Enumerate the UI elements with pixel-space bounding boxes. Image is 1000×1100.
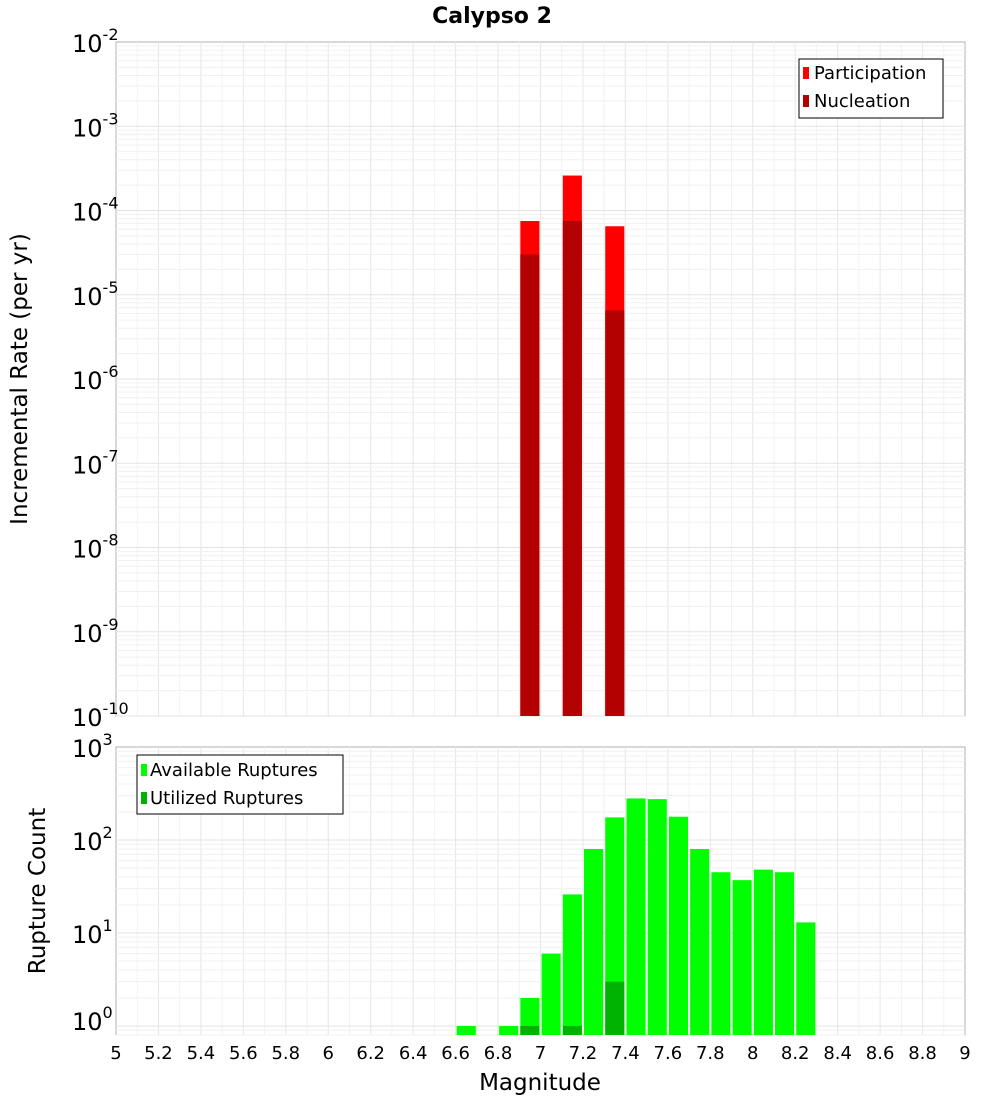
legend-label-nucleation: Nucleation <box>814 91 910 112</box>
available-ruptures-bar <box>584 849 604 1035</box>
x-tick-label: 6.8 <box>484 1043 513 1064</box>
x-tick-label: 8.6 <box>866 1043 895 1064</box>
x-tick-label: 5 <box>110 1043 121 1064</box>
count-y-tick-label: 102 <box>72 823 113 856</box>
x-tick-label: 8.4 <box>823 1043 852 1064</box>
count-panel: 103 102 101 100 5 5.2 5.4 5.6 5.8 6 6.2 6.4 6.6 6.8 7… <box>25 730 971 1096</box>
x-tick-label: 7 <box>535 1043 546 1064</box>
x-tick-label: 5.4 <box>187 1043 216 1064</box>
available-ruptures-bar <box>626 798 646 1035</box>
rate-y-ticks: 10-2 10-3 10-4 10-5 10-6 10-7 10-8 10-9 10-10 <box>72 25 129 732</box>
x-tick-label: 7.6 <box>654 1043 683 1064</box>
available-ruptures-bar <box>499 1025 519 1035</box>
x-tick-label: 6.4 <box>399 1043 428 1064</box>
x-tick-label: 5.8 <box>271 1043 300 1064</box>
legend-swatch-participation <box>803 67 809 79</box>
utilized-ruptures-bar <box>520 1025 540 1035</box>
rate-grid <box>116 42 965 717</box>
legend-swatch-available <box>141 764 147 776</box>
count-bars <box>456 798 816 1035</box>
available-ruptures-bar <box>753 869 773 1035</box>
rate-y-tick-label: 10-6 <box>72 362 119 395</box>
count-y-axis-label: Rupture Count <box>25 808 51 974</box>
nucleation-bar <box>562 221 582 716</box>
x-tick-label: 6 <box>323 1043 334 1064</box>
available-ruptures-bar <box>796 922 816 1035</box>
count-y-tick-label: 103 <box>72 730 113 763</box>
x-tick-label: 7.8 <box>696 1043 725 1064</box>
x-tick-label: 8.8 <box>908 1043 937 1064</box>
available-ruptures-bar <box>668 816 689 1035</box>
x-tick-label: 5.6 <box>229 1043 258 1064</box>
count-grid <box>116 747 965 1036</box>
legend-label-available: Available Ruptures <box>150 760 318 781</box>
rate-legend-box <box>798 58 944 119</box>
rate-bars <box>520 175 625 716</box>
available-ruptures-bar <box>711 872 731 1035</box>
nucleation-bar <box>605 310 625 716</box>
legend-label-utilized: Utilized Ruptures <box>150 788 303 809</box>
rate-y-axis-label: Incremental Rate (per yr) <box>7 233 33 525</box>
x-tick-label: 9 <box>959 1043 970 1064</box>
available-ruptures-bar <box>647 799 667 1035</box>
x-tick-label: 6.6 <box>441 1043 470 1064</box>
rate-y-tick-label: 10-8 <box>72 531 119 564</box>
available-ruptures-bar <box>520 997 540 1035</box>
utilized-ruptures-bar <box>562 1025 582 1035</box>
rate-y-tick-label: 10-7 <box>72 446 119 479</box>
count-y-tick-label: 101 <box>72 916 113 949</box>
x-tick-label: 6.2 <box>356 1043 385 1064</box>
available-ruptures-bar <box>456 1025 476 1035</box>
available-ruptures-bar <box>775 872 795 1035</box>
nucleation-bar <box>520 254 540 716</box>
available-ruptures-bar <box>541 953 561 1035</box>
rate-y-tick-label: 10-3 <box>72 109 119 142</box>
chart-title: Calypso 2 <box>432 4 552 29</box>
x-axis-label: Magnitude <box>479 1070 601 1096</box>
utilized-ruptures-bar <box>605 981 625 1035</box>
count-y-ticks: 103 102 101 100 <box>72 730 113 1036</box>
x-tick-label: 8.2 <box>781 1043 810 1064</box>
rate-y-tick-label: 10-2 <box>72 25 119 58</box>
available-ruptures-bar <box>732 880 752 1035</box>
rate-y-tick-label: 10-5 <box>72 278 119 311</box>
legend-swatch-nucleation <box>803 95 809 107</box>
available-ruptures-bar <box>690 849 710 1035</box>
magnitude-x-ticks: 5 5.2 5.4 5.6 5.8 6 6.2 6.4 6.6 6.8 7 7.2 7.4 7.6 7.8 8… <box>110 1043 970 1064</box>
rate-y-tick-label: 10-9 <box>72 615 119 648</box>
count-y-tick-label: 100 <box>72 1003 113 1036</box>
rate-y-tick-label: 10-10 <box>72 699 129 732</box>
available-ruptures-bar <box>562 894 582 1035</box>
rate-y-tick-label: 10-4 <box>72 194 119 227</box>
available-ruptures-bar <box>605 817 625 1035</box>
count-legend: Available Ruptures Utilized Ruptures <box>136 754 344 815</box>
x-tick-label: 7.4 <box>611 1043 640 1064</box>
rate-panel: 10-2 10-3 10-4 10-5 10-6 10-7 10-8 10-9 10-10 In… <box>7 25 966 732</box>
x-tick-label: 7.2 <box>569 1043 598 1064</box>
count-legend-box <box>136 754 344 815</box>
x-tick-label: 8 <box>747 1043 758 1064</box>
rate-legend: Participation Nucleation <box>798 58 944 119</box>
legend-swatch-utilized <box>141 792 147 804</box>
legend-label-participation: Participation <box>814 63 926 84</box>
x-tick-label: 5.2 <box>144 1043 173 1064</box>
